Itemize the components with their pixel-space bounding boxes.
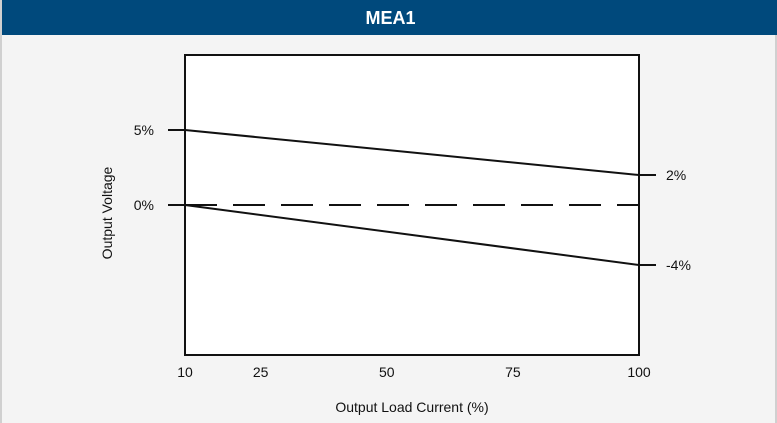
y-tick-label-2: 0%: [134, 197, 154, 213]
series-layer: [184, 129, 640, 266]
end-label-3: -4%: [666, 257, 691, 273]
series-line-3: [184, 204, 640, 266]
x-tick-label-1: 10: [177, 364, 193, 380]
y-tick-label-1: 5%: [134, 122, 154, 138]
x-axis-label: Output Load Current (%): [335, 399, 488, 415]
tick-layer: 2% -4% 5% 0% 10 25 50 75 100: [134, 122, 691, 380]
end-label-1: 2%: [666, 167, 686, 183]
x-tick-label-3: 50: [379, 364, 395, 380]
series-line-1: [184, 129, 640, 176]
y-axis-label: Output Voltage: [99, 166, 115, 259]
chart-title: MEA1: [2, 0, 777, 35]
x-tick-label-5: 100: [627, 364, 651, 380]
x-tick-label-2: 25: [253, 364, 269, 380]
x-tick-label-4: 75: [505, 364, 521, 380]
